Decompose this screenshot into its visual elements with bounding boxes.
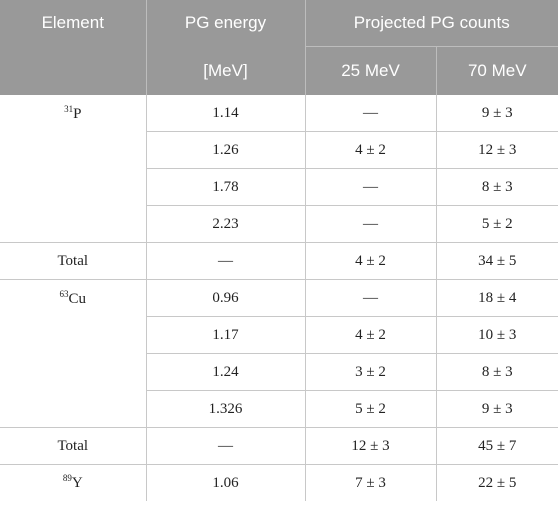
energy-cell: 1.24 — [146, 353, 306, 391]
mass-number: 31 — [64, 104, 74, 114]
energy-cell: 1.06 — [146, 464, 306, 501]
energy-cell: 1.17 — [146, 316, 306, 354]
count-25-cell: — — [305, 279, 437, 317]
table-row: 1.26 4 ± 2 12 ± 3 — [0, 131, 558, 169]
mass-number: 63 — [59, 289, 69, 299]
count-25-cell: 4 ± 2 — [305, 242, 437, 280]
table-row: 1.24 3 ± 2 8 ± 3 — [0, 353, 558, 391]
table-body: 31P 1.14 — 9 ± 3 1.26 4 ± 2 12 ± 3 1.78 … — [0, 95, 558, 501]
count-25-cell: 12 ± 3 — [305, 427, 437, 465]
element-symbol: Y — [71, 474, 83, 491]
header-25mev: 25 MeV — [305, 46, 437, 95]
energy-cell: — — [146, 427, 306, 465]
element-symbol: P — [73, 106, 82, 122]
table-row: 2.23 — 5 ± 2 — [0, 205, 558, 243]
table-row: 1.17 4 ± 2 10 ± 3 — [0, 316, 558, 354]
header-pg-energy-unit: [MeV] — [146, 46, 306, 95]
count-70-cell: 9 ± 3 — [436, 95, 558, 132]
energy-cell: 1.78 — [146, 168, 306, 206]
table-row: 31P 1.14 — 9 ± 3 — [0, 95, 558, 243]
count-70-cell: 12 ± 3 — [436, 131, 558, 169]
count-25-cell: 5 ± 2 — [305, 390, 437, 428]
energy-cell: 0.96 — [146, 279, 306, 317]
energy-cell: 2.23 — [146, 205, 306, 243]
energy-cell: 1.326 — [146, 390, 306, 428]
energy-cell: 1.14 — [146, 95, 306, 132]
count-25-cell: — — [305, 95, 437, 132]
count-25-cell: 3 ± 2 — [305, 353, 437, 391]
header-70mev: 70 MeV — [436, 46, 558, 95]
header-pg-energy: PG energy — [146, 0, 306, 47]
table-row: 63Cu 0.96 — 18 ± 4 — [0, 279, 558, 428]
count-25-cell: 7 ± 3 — [305, 464, 437, 501]
count-25-cell: — — [305, 205, 437, 243]
total-label: Total — [0, 427, 147, 465]
element-cell: 89Y — [0, 464, 147, 501]
count-70-cell: 45 ± 7 — [436, 427, 558, 465]
count-70-cell: 8 ± 3 — [436, 353, 558, 391]
count-70-cell: 5 ± 2 — [436, 205, 558, 243]
total-row: Total — 12 ± 3 45 ± 7 — [0, 427, 558, 465]
count-70-cell: 8 ± 3 — [436, 168, 558, 206]
total-label: Total — [0, 242, 147, 280]
table-row: 89Y 1.06 7 ± 3 22 ± 5 — [0, 464, 558, 501]
count-70-cell: 22 ± 5 — [478, 474, 517, 491]
count-70-cell: 10 ± 3 — [436, 316, 558, 354]
count-70-cell: 9 ± 3 — [436, 390, 558, 428]
element-symbol: Cu — [68, 291, 86, 307]
count-70-cell: 18 ± 4 — [436, 279, 558, 317]
energy-cell: 1.26 — [146, 131, 306, 169]
element-cell: 31P — [0, 95, 147, 243]
header-projected-counts: Projected PG counts — [305, 0, 558, 47]
table-header: Element PG energy Projected PG counts [M… — [0, 0, 558, 95]
element-cell: 63Cu — [0, 279, 147, 428]
total-row: Total — 4 ± 2 34 ± 5 — [0, 242, 558, 280]
table-row: 1.78 — 8 ± 3 — [0, 168, 558, 206]
count-25-cell: 4 ± 2 — [305, 131, 437, 169]
count-25-cell: — — [305, 168, 437, 206]
mass-number: 89 — [62, 472, 72, 483]
count-70-cell: 34 ± 5 — [436, 242, 558, 280]
header-element: Element — [0, 0, 147, 47]
count-25-cell: 4 ± 2 — [305, 316, 437, 354]
energy-cell: — — [146, 242, 306, 280]
table-row: 1.326 5 ± 2 9 ± 3 — [0, 390, 558, 428]
header-element-blank — [0, 46, 147, 95]
